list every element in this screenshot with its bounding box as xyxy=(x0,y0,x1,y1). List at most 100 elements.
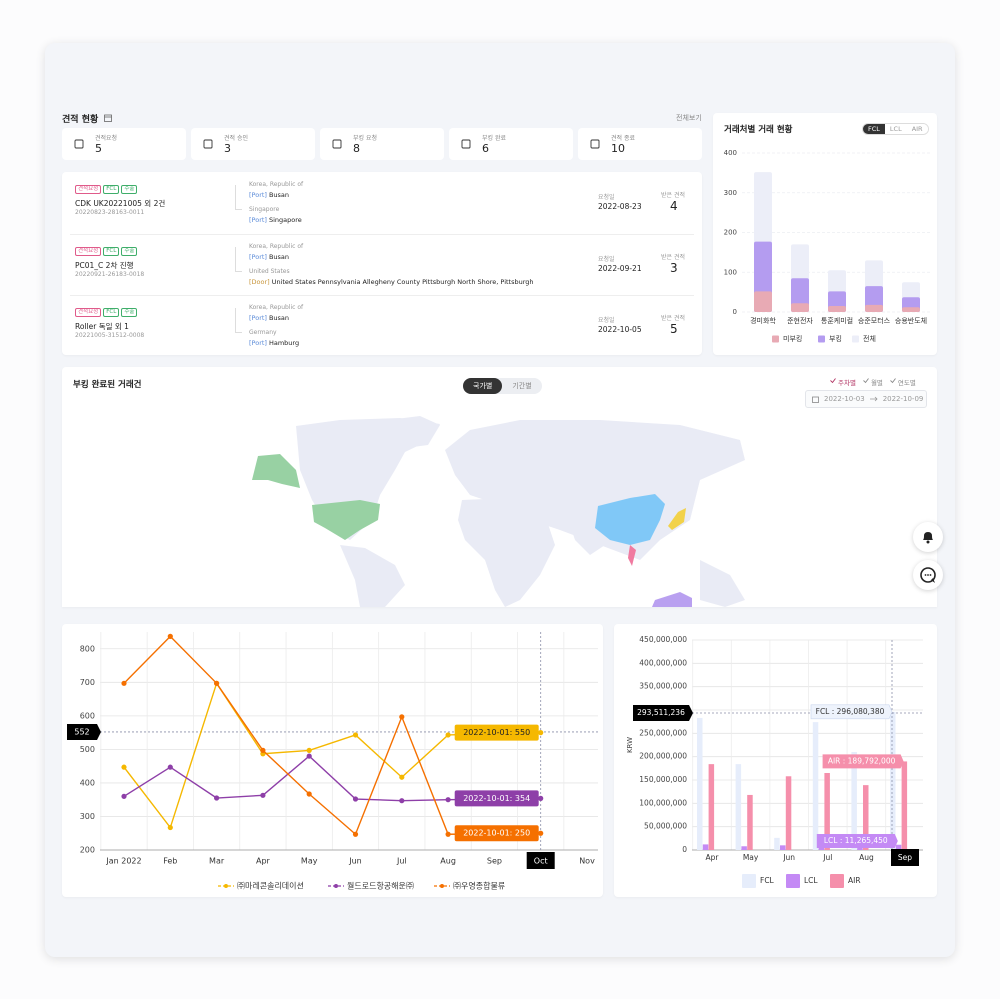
period-label: 월별 xyxy=(870,379,883,387)
card-label: 부킹 요청 xyxy=(353,135,377,142)
origin-place: Busan xyxy=(268,252,290,261)
origin: [Port] Busan xyxy=(249,314,289,322)
card-label: 견적요청 xyxy=(95,135,118,142)
request-date: 2022-08-23 xyxy=(598,202,642,211)
bar-panel xyxy=(614,624,937,897)
toggle-label: Map xyxy=(469,431,484,439)
origin-type: [Port] xyxy=(249,252,267,261)
date-label: 요청일 xyxy=(598,317,615,324)
card-label: 부킹 완료 xyxy=(482,135,506,142)
tag: 견적요청 xyxy=(75,246,102,256)
tab[interactable]: AIR xyxy=(906,124,928,134)
dest-place: Hamburg xyxy=(268,339,300,347)
origin-place: Busan xyxy=(268,314,290,322)
card-icon xyxy=(461,139,471,149)
date-label: 요청일 xyxy=(598,255,615,263)
tab[interactable]: 기간별 xyxy=(512,382,532,390)
row-divider xyxy=(70,233,694,235)
tab[interactable]: 국가별 xyxy=(463,378,503,394)
tag-group: 견적요청 FCL 수출 xyxy=(75,185,139,194)
period-option[interactable]: 주차별 xyxy=(830,377,856,387)
view-tabs: 국가별 기간별 xyxy=(463,378,542,394)
quote-id: 20221005-31512-0008 xyxy=(75,332,145,339)
origin: [Port] Busan xyxy=(249,253,289,261)
route-connector xyxy=(235,185,242,210)
map-title: 부킹 완료된 거래건 xyxy=(73,380,142,390)
notification-button[interactable] xyxy=(913,522,943,552)
view-all-link[interactable]: 전체보기 xyxy=(676,114,702,122)
quote-name: CDK UK20221005 외 2건 xyxy=(75,199,166,208)
route-connector xyxy=(235,246,242,272)
card-value: 10 xyxy=(611,142,625,155)
partner-tabs: FCL LCL AIR xyxy=(862,123,929,135)
quote-name: PC01_C 2차 진행 xyxy=(75,260,134,270)
card-value: 5 xyxy=(95,142,102,155)
card-icon xyxy=(332,139,342,149)
period-option[interactable]: 월별 xyxy=(863,377,883,387)
quote-id: 20220823-28163-0011 xyxy=(75,209,145,216)
map-toggle[interactable] xyxy=(488,430,506,440)
tag-group: 견적요청 FCL 수출 xyxy=(75,308,139,317)
dest-country: United States xyxy=(249,267,290,275)
stat-card: 부킹 완료 6 xyxy=(449,128,573,160)
date-range[interactable]: 2022-10-03 2022-10-09 xyxy=(805,390,927,408)
date-from: 2022-10-03 xyxy=(824,395,865,403)
tag: FCL xyxy=(103,308,120,317)
stat-card: 견적 승인 3 xyxy=(191,128,315,160)
card-value: 6 xyxy=(482,142,489,155)
card-label: 견적 승인 xyxy=(224,135,248,142)
partner-title: 거래처별 거래 현황 xyxy=(724,125,793,135)
received-label: 받은 견적 xyxy=(661,192,685,199)
period-options: 주차별 월별 연도별 xyxy=(830,377,916,387)
dest-country: Germany xyxy=(249,329,277,336)
destination: [Door] United States Pennsylvania Alleghe… xyxy=(249,278,534,286)
destination: [Port] Singapore xyxy=(249,216,302,224)
received-count: 4 xyxy=(670,199,678,213)
card-value: 8 xyxy=(353,142,360,155)
partner-panel xyxy=(713,113,937,355)
row-divider xyxy=(70,295,694,296)
bell-icon xyxy=(923,532,933,544)
destination: [Port] Hamburg xyxy=(249,339,299,347)
stat-card: 견적요청 5 xyxy=(62,128,186,160)
origin-country: Korea, Republic of xyxy=(249,181,304,188)
origin-type: [Port] xyxy=(249,314,267,322)
toggle-label: Globe xyxy=(511,431,532,439)
quote-id: 20220921-26183-0018 xyxy=(75,270,145,278)
origin-type: [Port] xyxy=(249,191,267,199)
section-title: 견적 현황 xyxy=(62,115,99,125)
card-value: 3 xyxy=(224,142,231,155)
quote-name: Roller 독일 외 1 xyxy=(75,322,129,331)
line-panel xyxy=(62,624,603,897)
origin-place: Busan xyxy=(268,191,290,199)
period-label: 주차별 xyxy=(838,379,856,387)
tag: 수출 xyxy=(121,246,138,256)
dest-place: Singapore xyxy=(268,216,302,224)
received-count: 3 xyxy=(670,260,678,275)
card-icon xyxy=(74,139,84,149)
stat-card: 부킹 요청 8 xyxy=(320,128,444,160)
tab[interactable]: FCL xyxy=(863,124,885,134)
chat-button[interactable] xyxy=(913,560,943,590)
tab[interactable]: LCL xyxy=(884,124,907,134)
tag: FCL xyxy=(103,246,120,256)
dest-type: [Door] xyxy=(249,277,270,286)
calendar-icon xyxy=(812,396,819,403)
quote-list xyxy=(62,172,702,355)
dest-place: United States Pennsylvania Allegheny Cou… xyxy=(271,277,534,286)
dest-type: [Port] xyxy=(249,216,267,224)
tag: 수출 xyxy=(121,185,138,194)
received-label: 받은 견적 xyxy=(661,253,685,261)
origin-country: Korea, Republic of xyxy=(249,304,304,311)
tag: 수출 xyxy=(121,308,138,317)
period-option[interactable]: 연도별 xyxy=(890,377,916,387)
period-label: 연도별 xyxy=(897,379,916,387)
check-icon xyxy=(863,378,869,384)
received-label: 받은 견적 xyxy=(661,315,685,322)
origin: [Port] Busan xyxy=(249,191,289,199)
route-connector xyxy=(235,308,242,333)
card-label: 견적 종료 xyxy=(611,135,635,142)
tag: FCL xyxy=(103,185,120,194)
tag: 견적요청 xyxy=(75,308,102,317)
